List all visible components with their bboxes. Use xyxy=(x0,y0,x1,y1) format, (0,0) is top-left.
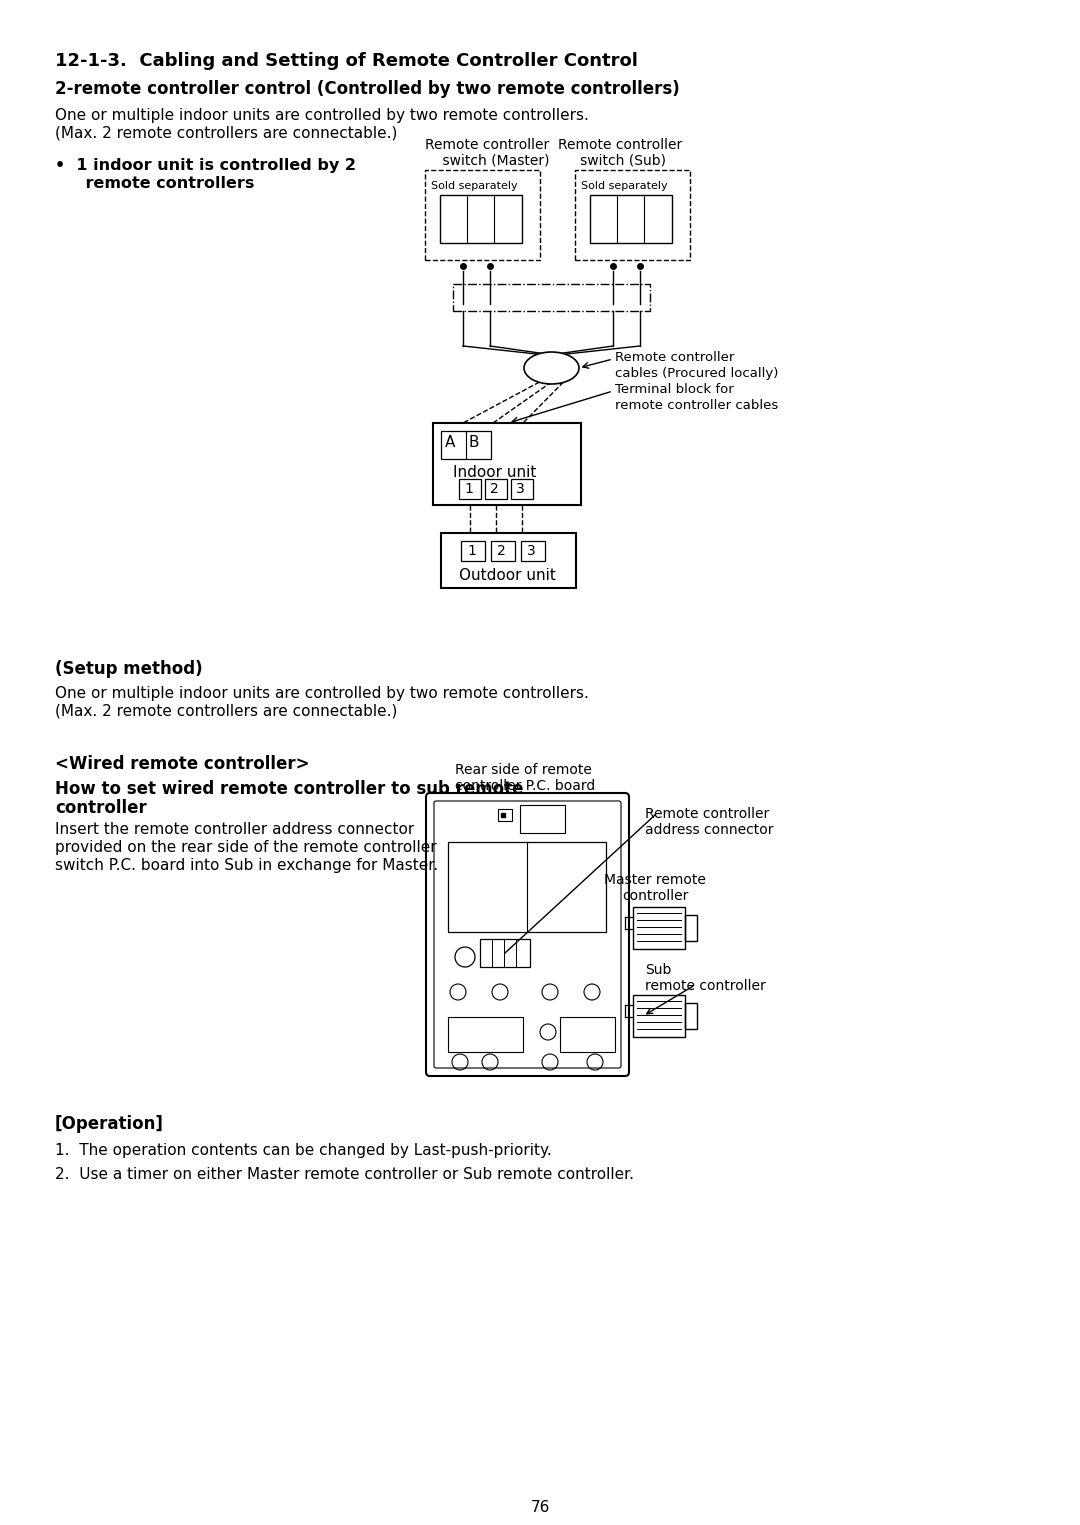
Bar xyxy=(485,479,507,499)
Text: One or multiple indoor units are controlled by two remote controllers.: One or multiple indoor units are control… xyxy=(55,686,589,702)
Text: Master remote: Master remote xyxy=(604,872,706,888)
Bar xyxy=(498,808,512,820)
Text: controller P.C. board: controller P.C. board xyxy=(455,779,595,793)
Text: 3: 3 xyxy=(527,544,536,558)
Text: (Max. 2 remote controllers are connectable.): (Max. 2 remote controllers are connectab… xyxy=(55,705,397,718)
Text: remote controllers: remote controllers xyxy=(63,175,255,191)
Bar xyxy=(453,284,650,311)
Bar xyxy=(426,169,540,259)
Bar xyxy=(448,1017,523,1052)
Text: 2: 2 xyxy=(490,482,499,496)
Text: Indoor unit: Indoor unit xyxy=(453,465,537,480)
Text: Insert the remote controller address connector: Insert the remote controller address con… xyxy=(55,822,415,837)
Bar xyxy=(633,994,685,1037)
Bar xyxy=(590,195,672,242)
Text: [Operation]: [Operation] xyxy=(55,1115,164,1133)
Text: 1.  The operation contents can be changed by Last-push-priority.: 1. The operation contents can be changed… xyxy=(55,1144,552,1157)
Text: 76: 76 xyxy=(530,1501,550,1514)
Bar xyxy=(441,432,491,459)
Text: Rear side of remote: Rear side of remote xyxy=(455,762,592,778)
Bar xyxy=(511,479,534,499)
Bar xyxy=(561,1017,615,1052)
Text: Sub: Sub xyxy=(645,962,672,978)
Text: 12-1-3.  Cabling and Setting of Remote Controller Control: 12-1-3. Cabling and Setting of Remote Co… xyxy=(55,52,638,70)
Text: address connector: address connector xyxy=(645,824,773,837)
Text: switch (Master)       switch (Sub): switch (Master) switch (Sub) xyxy=(426,154,666,168)
Text: remote controller: remote controller xyxy=(645,979,766,993)
Bar xyxy=(519,805,565,833)
Text: 1: 1 xyxy=(467,544,476,558)
Ellipse shape xyxy=(524,352,579,384)
Bar xyxy=(441,534,576,589)
Text: Remote controller  Remote controller: Remote controller Remote controller xyxy=(426,137,683,152)
Bar xyxy=(459,479,481,499)
Text: Terminal block for: Terminal block for xyxy=(615,383,733,396)
Text: (Max. 2 remote controllers are connectable.): (Max. 2 remote controllers are connectab… xyxy=(55,127,397,140)
Text: 2.  Use a timer on either Master remote controller or Sub remote controller.: 2. Use a timer on either Master remote c… xyxy=(55,1167,634,1182)
Text: switch P.C. board into Sub in exchange for Master.: switch P.C. board into Sub in exchange f… xyxy=(55,859,438,872)
Text: 2-remote controller control (Controlled by two remote controllers): 2-remote controller control (Controlled … xyxy=(55,79,679,98)
Text: <Wired remote controller>: <Wired remote controller> xyxy=(55,755,310,773)
Bar xyxy=(521,541,545,561)
Bar xyxy=(633,907,685,949)
Bar xyxy=(685,1003,697,1029)
Bar xyxy=(575,169,690,259)
Text: cables (Procured locally): cables (Procured locally) xyxy=(615,368,779,380)
Text: A: A xyxy=(445,435,456,450)
Text: (Setup method): (Setup method) xyxy=(55,660,203,679)
Text: How to set wired remote controller to sub remote: How to set wired remote controller to su… xyxy=(55,779,524,798)
Bar xyxy=(433,422,581,505)
Bar xyxy=(480,939,530,967)
Text: provided on the rear side of the remote controller: provided on the rear side of the remote … xyxy=(55,840,436,856)
FancyBboxPatch shape xyxy=(426,793,629,1077)
Text: One or multiple indoor units are controlled by two remote controllers.: One or multiple indoor units are control… xyxy=(55,108,589,124)
Text: B: B xyxy=(468,435,478,450)
Text: controller: controller xyxy=(622,889,688,903)
Text: Sold separately: Sold separately xyxy=(581,181,667,191)
Text: remote controller cables: remote controller cables xyxy=(615,400,779,412)
Bar xyxy=(491,541,515,561)
Text: controller: controller xyxy=(55,799,147,817)
Text: Remote controller: Remote controller xyxy=(615,351,734,364)
Bar xyxy=(685,915,697,941)
Text: Sold separately: Sold separately xyxy=(431,181,517,191)
Bar xyxy=(448,842,606,932)
Text: 1: 1 xyxy=(464,482,473,496)
Bar xyxy=(440,195,522,242)
Bar xyxy=(461,541,485,561)
Text: Remote controller: Remote controller xyxy=(645,807,769,820)
Text: •  1 indoor unit is controlled by 2: • 1 indoor unit is controlled by 2 xyxy=(55,159,356,172)
Text: 2: 2 xyxy=(497,544,505,558)
Text: Outdoor unit: Outdoor unit xyxy=(459,567,556,583)
Text: 3: 3 xyxy=(516,482,525,496)
